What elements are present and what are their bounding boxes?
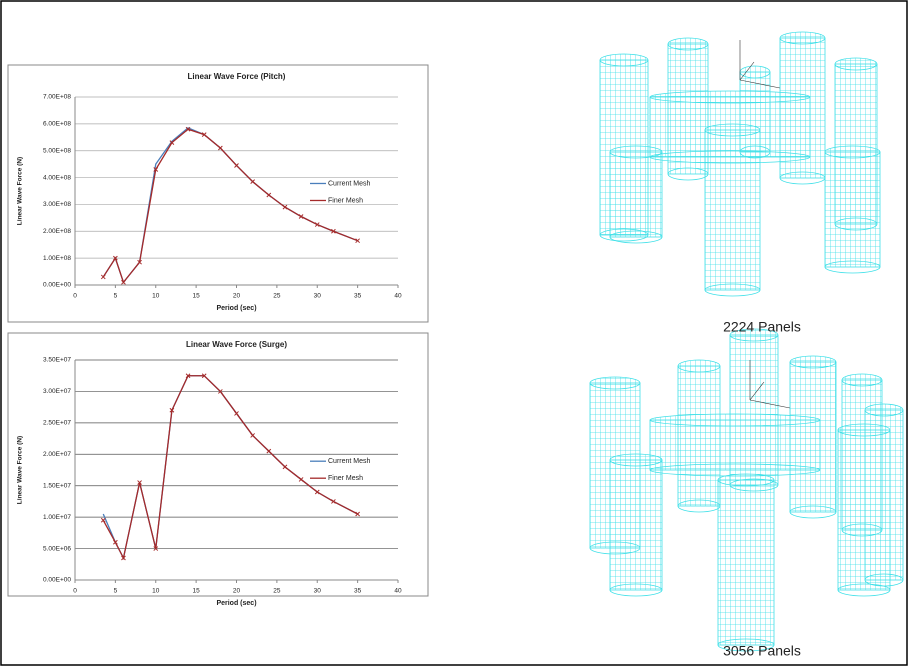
mesh-top xyxy=(835,58,877,70)
mesh-top xyxy=(678,360,720,372)
x-tick-label: 15 xyxy=(193,293,201,300)
mesh-top xyxy=(650,91,810,103)
y-tick-label: 1.00E+07 xyxy=(43,514,71,521)
x-tick-label: 40 xyxy=(394,293,402,300)
y-tick-label: 6.00E+08 xyxy=(43,121,71,128)
chart-title: Linear Wave Force (Surge) xyxy=(186,340,287,349)
mesh-top xyxy=(668,38,708,50)
x-tick-label: 20 xyxy=(233,293,241,300)
caption: 2224 Panels xyxy=(723,319,801,335)
mesh-cylinder xyxy=(610,152,662,237)
mesh-top xyxy=(790,356,836,368)
y-tick-label: 3.50E+07 xyxy=(43,357,71,364)
y-tick-label: 7.00E+08 xyxy=(43,94,71,101)
caption: 3056 Panels xyxy=(723,643,801,659)
y-tick-label: 5.00E+06 xyxy=(43,545,71,552)
x-tick-label: 10 xyxy=(152,293,160,300)
y-tick-label: 2.00E+08 xyxy=(43,228,71,235)
chart: Linear Wave Force (Surge) 0.00E+00 5.00E+0… xyxy=(8,333,428,607)
figure: 2224 Panels 3056 Panels Linear Wave Forc… xyxy=(0,0,910,668)
y-tick-label: 1.50E+07 xyxy=(43,482,71,489)
y-axis-title: Linear Wave Force (N) xyxy=(17,436,24,504)
mesh-cylinder xyxy=(650,420,820,470)
x-tick-label: 25 xyxy=(273,588,281,595)
x-tick-label: 0 xyxy=(73,293,77,300)
y-tick-label: 4.00E+08 xyxy=(43,174,71,181)
mesh-top xyxy=(842,374,882,386)
y-tick-label: 3.00E+07 xyxy=(43,388,71,395)
y-tick-label: 1.00E+08 xyxy=(43,255,71,262)
y-tick-label: 0.00E+00 xyxy=(43,282,71,289)
x-tick-label: 30 xyxy=(314,588,322,595)
chart: Linear Wave Force (Pitch) 0.00E+00 1.00E+0… xyxy=(8,65,428,322)
mesh-cylinder xyxy=(718,480,774,645)
legend-label: Current Mesh xyxy=(328,180,371,187)
y-tick-label: 3.00E+08 xyxy=(43,201,71,208)
mesh-cylinder xyxy=(825,152,880,267)
x-tick-label: 30 xyxy=(314,293,322,300)
x-tick-label: 10 xyxy=(152,588,160,595)
legend-label: Finer Mesh xyxy=(328,197,363,204)
mesh-cylinder xyxy=(650,97,810,157)
legend-label: Finer Mesh xyxy=(328,475,363,482)
y-tick-label: 5.00E+08 xyxy=(43,147,71,154)
mesh-top xyxy=(825,146,880,158)
mesh-top xyxy=(740,66,770,78)
mesh-top xyxy=(650,414,820,426)
x-tick-label: 40 xyxy=(394,588,402,595)
mesh-cylinder xyxy=(865,410,903,580)
mesh-cylinder xyxy=(610,460,662,590)
x-tick-label: 20 xyxy=(233,588,241,595)
chart-title: Linear Wave Force (Pitch) xyxy=(188,72,286,81)
mesh-top xyxy=(780,32,825,44)
legend-label: Current Mesh xyxy=(328,458,371,465)
x-tick-label: 15 xyxy=(193,588,201,595)
y-axis-title: Linear Wave Force (N) xyxy=(17,157,24,225)
mesh-top xyxy=(600,54,648,66)
y-tick-label: 0.00E+00 xyxy=(43,577,71,584)
x-axis-title: Period (sec) xyxy=(216,600,256,607)
mesh-top xyxy=(590,377,640,389)
x-tick-label: 5 xyxy=(114,293,118,300)
x-tick-label: 35 xyxy=(354,293,362,300)
x-tick-label: 0 xyxy=(73,588,77,595)
x-tick-label: 35 xyxy=(354,588,362,595)
x-tick-label: 5 xyxy=(114,588,118,595)
chart-box xyxy=(8,65,428,322)
mesh-top xyxy=(865,404,903,416)
x-axis-title: Period (sec) xyxy=(216,305,256,312)
x-tick-label: 25 xyxy=(273,293,281,300)
y-tick-label: 2.50E+07 xyxy=(43,420,71,427)
y-tick-label: 2.00E+07 xyxy=(43,451,71,458)
